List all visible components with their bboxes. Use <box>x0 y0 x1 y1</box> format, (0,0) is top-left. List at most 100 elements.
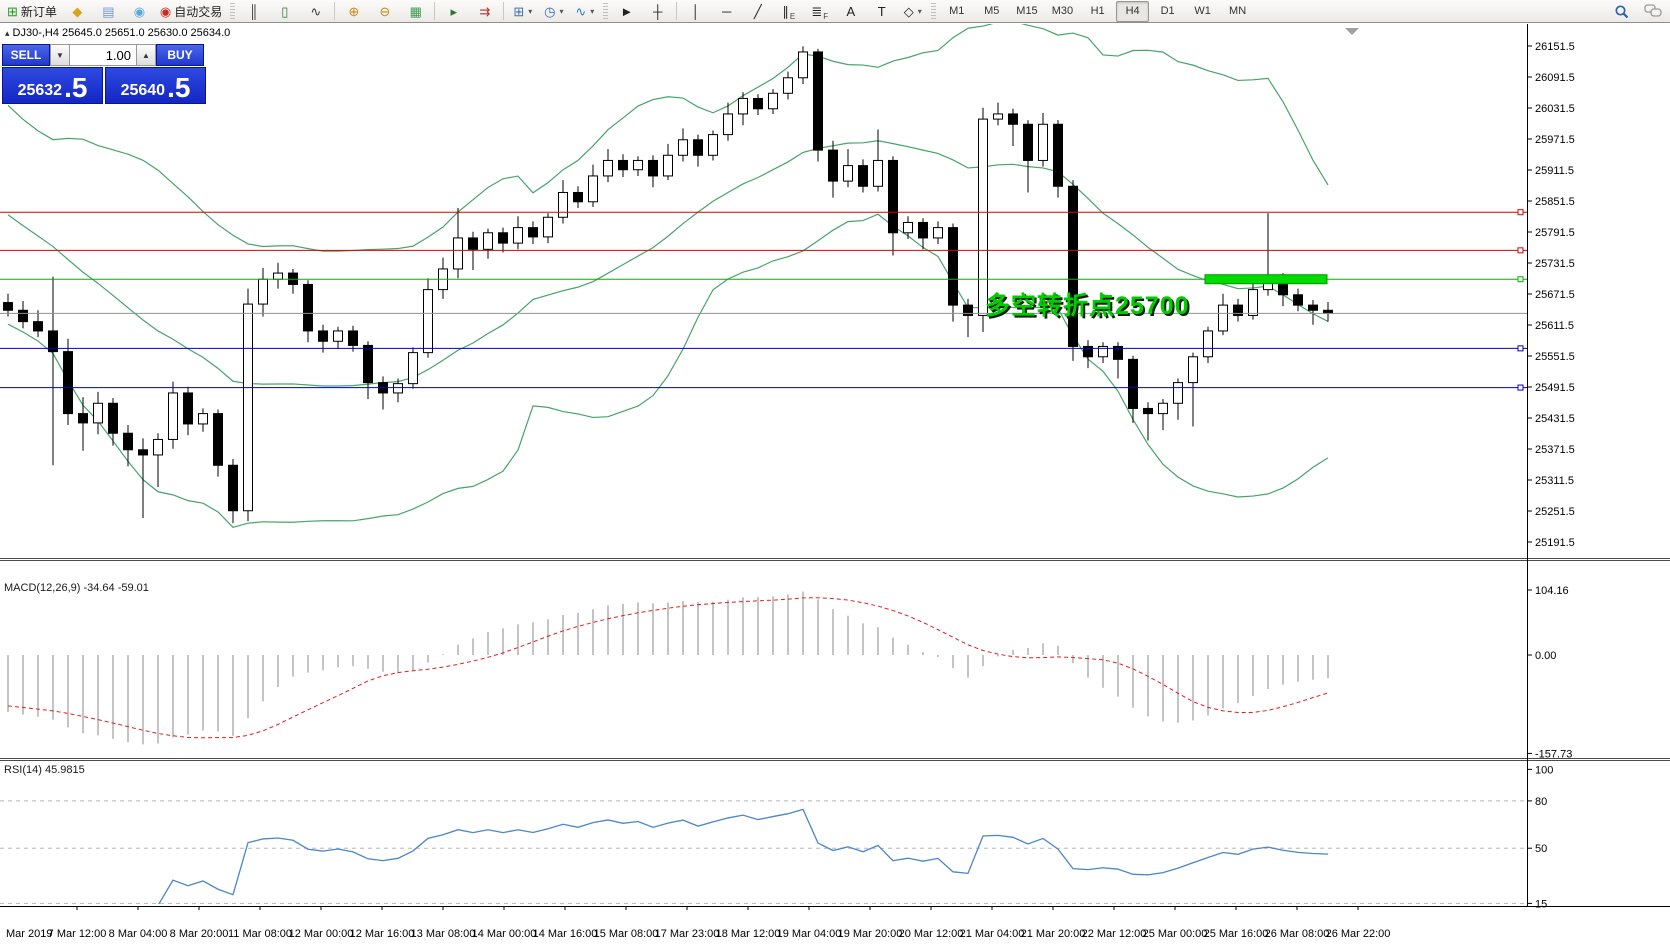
chart-shift-button[interactable]: ⇉ <box>470 1 499 22</box>
auto-trading-button[interactable]: ◉ 自动交易 <box>156 1 226 22</box>
timeframe-h1-button[interactable]: H1 <box>1090 5 1105 17</box>
buy-price-main: 25640 <box>120 82 166 100</box>
profiles-button[interactable]: ◷ ▾ <box>539 1 568 22</box>
bar-chart-button[interactable]: ║ <box>239 1 268 22</box>
tile-windows-button[interactable]: ▦ <box>401 1 430 22</box>
text-tool-button[interactable]: A <box>836 1 865 22</box>
volume-increase-button[interactable]: ▲ <box>136 44 156 66</box>
zoom-out-button[interactable]: ⊖ <box>370 1 399 22</box>
timeframe-m30-button[interactable]: M30 <box>1051 5 1074 17</box>
timeframe-m15-button[interactable]: M15 <box>1016 5 1038 17</box>
svg-text:26 Mar 22:00: 26 Mar 22:00 <box>1326 928 1391 940</box>
svg-text:14 Mar 00:00: 14 Mar 00:00 <box>472 928 537 940</box>
svg-text:100: 100 <box>1535 764 1553 776</box>
volume-input[interactable]: 1.00 <box>70 44 136 66</box>
svg-text:25 Mar 16:00: 25 Mar 16:00 <box>1204 928 1269 940</box>
svg-text:104.16: 104.16 <box>1535 585 1569 597</box>
zoom-out-icon: ⊖ <box>379 3 391 19</box>
symbol-ohlc-label: ▴ DJ30-,H4 25645.0 25651.0 25630.0 25634.… <box>5 27 231 39</box>
toolbar-separator <box>676 2 678 20</box>
indicators-button[interactable]: ∿ ▾ <box>570 1 599 22</box>
new-order-button[interactable]: ⊞ 新订单 <box>3 1 61 22</box>
chat-button[interactable] <box>1638 1 1667 22</box>
auto-scroll-button[interactable]: ▸ <box>439 1 468 22</box>
auto-trading-button-label: 自动交易 <box>174 4 223 19</box>
svg-text:11 Mar 08:00: 11 Mar 08:00 <box>228 928 292 940</box>
zoom-in-button[interactable]: ⊕ <box>339 1 368 22</box>
tile-windows-icon: ▦ <box>409 3 422 19</box>
svg-text:17 Mar 23:00: 17 Mar 23:00 <box>655 928 720 940</box>
trendline-tool-button[interactable]: ╱ <box>743 1 772 22</box>
highlight-segment[interactable] <box>1204 274 1328 285</box>
price-chart-canvas[interactable]: 25829.825756.025700.125566.325490.425634… <box>0 23 1670 945</box>
tool-sub-label: E <box>789 11 796 21</box>
signals-icon[interactable]: ◉ <box>125 1 154 22</box>
fibonacci-tool-button[interactable]: ≣ F <box>805 1 834 22</box>
svg-text:25191.5: 25191.5 <box>1535 537 1575 549</box>
timeframe-m5-button[interactable]: M5 <box>984 5 1000 17</box>
sell-price[interactable]: 25632 .5 <box>2 67 103 104</box>
horizontal-line-tool-icon: ─ <box>722 3 732 19</box>
candles-layer <box>3 46 1333 524</box>
vertical-line-tool-button[interactable]: │ <box>681 1 710 22</box>
svg-text:22 Mar 12:00: 22 Mar 12:00 <box>1082 928 1147 940</box>
macd-indicator-label: MACD(12,26,9) -34.64 -59.01 <box>4 582 149 594</box>
buy-price[interactable]: 25640 .5 <box>105 67 206 104</box>
chart-shift-marker-icon[interactable] <box>1345 28 1359 35</box>
chart-annotation-text: 多空转折点25700 <box>985 292 1190 320</box>
dropdown-arrow-icon: ▾ <box>917 6 922 16</box>
fibonacci-tool-icon: ≣ <box>811 3 823 19</box>
history-center-icon[interactable]: ◆ <box>63 1 92 22</box>
svg-text:25851.5: 25851.5 <box>1535 196 1575 208</box>
horizontal-line-tool-button[interactable]: ─ <box>712 1 741 22</box>
timeframe-d1-button[interactable]: D1 <box>1160 5 1175 17</box>
timeframe-mn-button[interactable]: MN <box>1229 5 1247 17</box>
svg-text:26031.5: 26031.5 <box>1535 103 1575 115</box>
svg-text:26091.5: 26091.5 <box>1535 72 1575 84</box>
crosshair-tool-button[interactable]: ┼ <box>643 1 672 22</box>
chart-window[interactable]: 25829.825756.025700.125566.325490.425634… <box>0 23 1670 945</box>
svg-text:12 Mar 00:00: 12 Mar 00:00 <box>289 928 354 940</box>
search-button[interactable] <box>1607 1 1636 22</box>
timeframe-m1-button[interactable]: M1 <box>949 5 965 17</box>
rsi-indicator-label: RSI(14) 45.9815 <box>4 764 85 776</box>
publish-report-icon[interactable]: ▤ <box>94 1 123 22</box>
arrows-tool-icon: ◇ <box>903 3 914 19</box>
candlestick-chart-button[interactable]: ▯ <box>270 1 299 22</box>
new-order-icon: ⊞ <box>7 3 18 19</box>
zoom-in-icon: ⊕ <box>348 3 360 19</box>
toolbar-grip <box>603 3 609 19</box>
line-chart-button[interactable]: ∿ <box>301 1 330 22</box>
volume-decrease-button[interactable]: ▼ <box>50 44 70 66</box>
arrows-tool-button[interactable]: ◇ ▾ <box>898 1 927 22</box>
equidistant-channel-tool-button[interactable]: ∥ E <box>774 1 803 22</box>
svg-text:25431.5: 25431.5 <box>1535 413 1575 425</box>
svg-text:20 Mar 12:00: 20 Mar 12:00 <box>899 928 964 940</box>
svg-text:14 Mar 16:00: 14 Mar 16:00 <box>533 928 598 940</box>
buy-price-frac: .5 <box>167 72 191 104</box>
svg-text:25671.5: 25671.5 <box>1535 289 1575 301</box>
toolbar-separator <box>434 2 436 20</box>
svg-text:25611.5: 25611.5 <box>1535 320 1574 332</box>
svg-text:-157.73: -157.73 <box>1535 748 1572 760</box>
toolbar-separator <box>503 2 505 20</box>
dropdown-arrow-icon: ▾ <box>559 6 564 16</box>
new-chart-button[interactable]: ⊞ ▾ <box>508 1 537 22</box>
text-label-tool-button[interactable]: T <box>867 1 896 22</box>
text-label-tool-icon: T <box>877 3 886 19</box>
svg-text:25 Mar 00:00: 25 Mar 00:00 <box>1143 928 1208 940</box>
timeframe-w1-button[interactable]: W1 <box>1194 5 1211 17</box>
svg-text:18 Mar 12:00: 18 Mar 12:00 <box>716 928 781 940</box>
object-marker-icon: ▴ <box>5 28 10 38</box>
svg-text:25251.5: 25251.5 <box>1535 506 1575 518</box>
svg-text:19 Mar 20:00: 19 Mar 20:00 <box>838 928 903 940</box>
price-axis: 26151.5 26091.5 26031.5 25971.5 25911.5 25851… <box>1527 23 1670 910</box>
cursor-tool-button[interactable]: ► <box>612 1 641 22</box>
toolbar: ⊞ 新订单 ◆ ▤ ◉ ◉ 自动交易 ║ ▯ ∿ ⊕ ⊖ ▦ ▸ ⇉ ⊞ ▾ ◷ ▾ ∿ ▾ ► ┼ │ ─ ╱ ∥ E ≣ F A T ◇ ▾ M… <box>0 0 1670 23</box>
sell-price-main: 25632 <box>17 82 63 100</box>
buy-button[interactable]: BUY <box>156 44 204 66</box>
svg-text:8 Mar 04:00: 8 Mar 04:00 <box>109 928 168 940</box>
timeframe-h4-button[interactable]: H4 <box>1116 0 1150 22</box>
publish-report-icon-icon: ▤ <box>102 3 115 19</box>
sell-button[interactable]: SELL <box>2 44 50 66</box>
